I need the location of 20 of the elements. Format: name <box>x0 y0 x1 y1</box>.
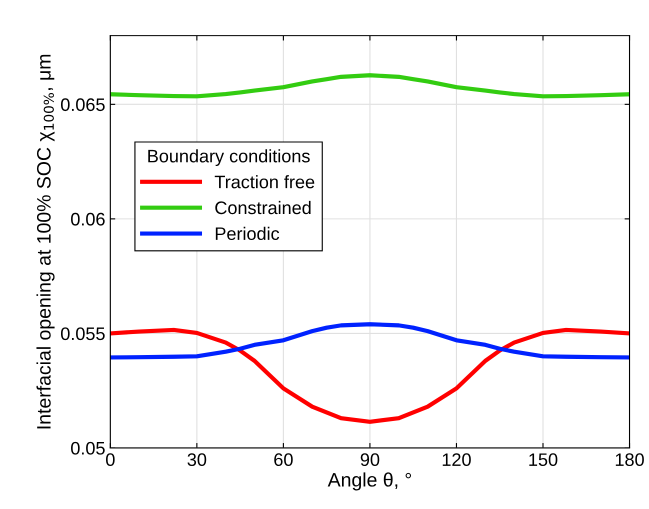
y-tick-label: 0.065 <box>60 98 105 112</box>
legend-label: Traction free <box>214 175 314 188</box>
x-axis-title: Angle θ, ° <box>328 472 412 491</box>
legend-label: Periodic <box>216 226 280 240</box>
y-tick-label: 0.055 <box>60 327 105 340</box>
x-tick-label: 120 <box>442 453 471 466</box>
x-tick-label: 0 <box>106 453 115 466</box>
x-tick-label: 150 <box>529 453 558 466</box>
x-tick-label: 180 <box>616 453 644 466</box>
x-tick-label: 30 <box>188 453 206 466</box>
y-tick-label: 0.05 <box>71 442 105 455</box>
x-tick-label: 90 <box>360 453 380 466</box>
line-series <box>110 328 630 424</box>
line-series <box>110 73 630 98</box>
y-tick-label: 0.06 <box>71 212 105 226</box>
line-series <box>110 322 630 360</box>
legend-label: Constrained <box>215 200 311 214</box>
y-axis-title: Interfacial opening at 100% SOC χ$_{100%}$, μm <box>36 54 55 428</box>
x-tick-label: 60 <box>274 453 293 466</box>
legend-title: Boundary conditions <box>148 149 310 166</box>
